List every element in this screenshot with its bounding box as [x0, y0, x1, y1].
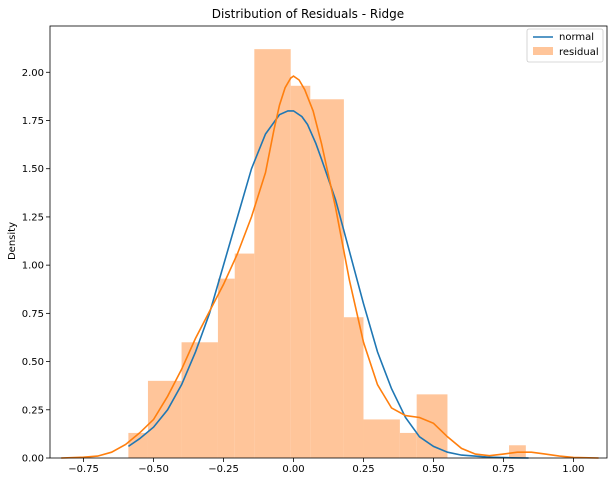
legend-residual-swatch: [533, 47, 553, 55]
y-axis-label: Density: [7, 222, 18, 260]
histogram-bar: [234, 253, 255, 458]
histogram-bar: [343, 317, 364, 458]
x-tick-label: 0.25: [352, 464, 374, 475]
density-lines: [61, 75, 599, 459]
chart-title: Distribution of Residuals - Ridge: [212, 7, 404, 21]
histogram-bar: [310, 99, 344, 459]
histogram-bar: [254, 49, 291, 459]
histogram-bar: [363, 419, 400, 458]
y-tick-label: 0.75: [22, 309, 44, 320]
histogram-bar: [217, 278, 235, 458]
plot-area: −0.75 −0.50 −0.25 0.00 0.25 0.50 0.75 1.00 0.00…: [22, 25, 608, 475]
y-tick-label: 1.25: [22, 212, 44, 223]
y-axis-ticks: 0.00 0.25 0.50 0.75 1.00 1.25 1.50 1.75 2.00: [22, 68, 50, 465]
y-tick-label: 1.50: [22, 164, 44, 175]
histogram-bar: [399, 432, 417, 458]
plot-frame: [49, 25, 608, 459]
y-tick-label: 0.00: [22, 454, 44, 465]
histogram-bar: [128, 432, 148, 458]
x-tick-label: −0.50: [138, 464, 169, 475]
legend: normal residual: [526, 28, 604, 63]
x-axis-ticks: −0.75 −0.50 −0.25 0.00 0.25 0.50 0.75 1.00: [68, 458, 585, 475]
y-tick-label: 0.50: [22, 357, 44, 368]
x-tick-label: 1.00: [562, 464, 584, 475]
x-tick-label: 0.00: [282, 464, 304, 475]
x-tick-label: −0.25: [208, 464, 239, 475]
histogram-bar: [181, 342, 218, 458]
x-tick-label: 0.50: [422, 464, 444, 475]
histogram-bars: [128, 49, 526, 459]
legend-normal-label: normal: [559, 32, 594, 43]
x-tick-label: −0.75: [68, 464, 99, 475]
y-tick-label: 2.00: [22, 68, 44, 79]
y-tick-label: 1.00: [22, 261, 44, 272]
series-line-kde: [61, 75, 599, 459]
y-tick-label: 0.25: [22, 405, 44, 416]
series-line-normal: [127, 110, 529, 459]
x-tick-label: 0.75: [492, 464, 514, 475]
histogram-bar: [416, 394, 448, 458]
legend-residual-label: residual: [559, 47, 599, 58]
y-tick-label: 1.75: [22, 116, 44, 127]
histogram-bar: [290, 85, 311, 459]
